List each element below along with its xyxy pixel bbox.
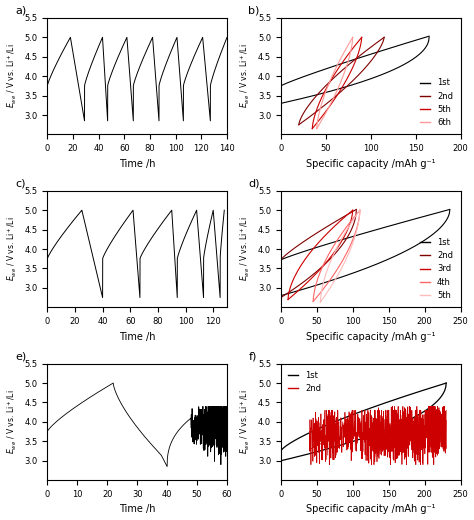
Legend: 1st, 2nd, 3rd, 4th, 5th: 1st, 2nd, 3rd, 4th, 5th bbox=[417, 235, 456, 303]
X-axis label: Time /h: Time /h bbox=[119, 332, 155, 342]
X-axis label: Specific capacity /mAh g⁻¹: Specific capacity /mAh g⁻¹ bbox=[306, 332, 436, 342]
X-axis label: Specific capacity /mAh g⁻¹: Specific capacity /mAh g⁻¹ bbox=[306, 159, 436, 168]
Y-axis label: $E_{we}$ / V vs. Li$^+$/Li: $E_{we}$ / V vs. Li$^+$/Li bbox=[239, 389, 252, 454]
X-axis label: Time /h: Time /h bbox=[119, 159, 155, 168]
Legend: 1st, 2nd: 1st, 2nd bbox=[285, 368, 324, 397]
Text: c): c) bbox=[15, 178, 26, 188]
Y-axis label: $E_{we}$ / V vs. Li$^+$/Li: $E_{we}$ / V vs. Li$^+$/Li bbox=[239, 44, 252, 109]
Text: d): d) bbox=[248, 178, 260, 188]
X-axis label: Specific capacity /mAh g⁻¹: Specific capacity /mAh g⁻¹ bbox=[306, 504, 436, 514]
X-axis label: Time /h: Time /h bbox=[119, 504, 155, 514]
Text: b): b) bbox=[248, 6, 260, 16]
Y-axis label: $E_{we}$ / V vs. Li$^+$/Li: $E_{we}$ / V vs. Li$^+$/Li bbox=[239, 217, 252, 281]
Text: e): e) bbox=[15, 352, 26, 361]
Y-axis label: $E_{we}$ / V vs. Li$^+$/Li: $E_{we}$ / V vs. Li$^+$/Li bbox=[6, 389, 19, 454]
Y-axis label: $E_{we}$ / V vs. Li$^+$/Li: $E_{we}$ / V vs. Li$^+$/Li bbox=[6, 217, 19, 281]
Legend: 1st, 2nd, 5th, 6th: 1st, 2nd, 5th, 6th bbox=[417, 75, 456, 130]
Text: f): f) bbox=[248, 352, 257, 361]
Text: a): a) bbox=[15, 6, 26, 16]
Y-axis label: $E_{we}$ / V vs. Li$^+$/Li: $E_{we}$ / V vs. Li$^+$/Li bbox=[6, 44, 19, 109]
